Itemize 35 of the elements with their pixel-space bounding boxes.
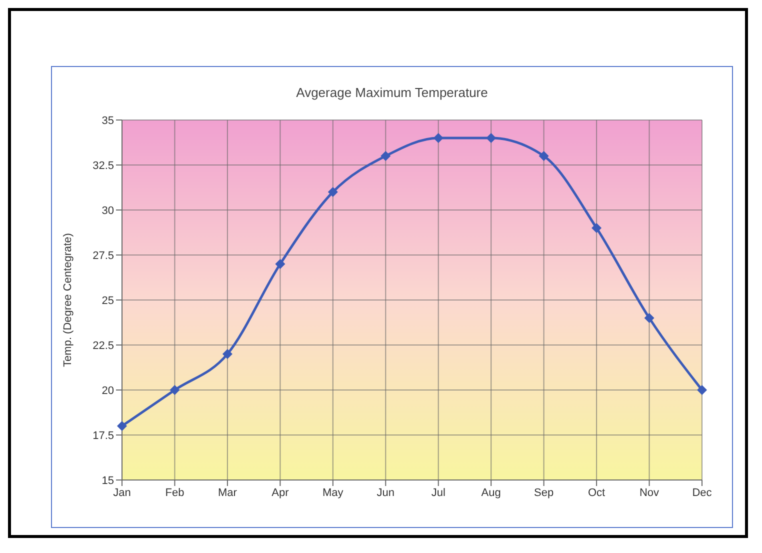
x-tick-label: Feb [165,486,184,499]
point [538,151,549,161]
x-tick-label: Mar [218,486,238,499]
x-tick-label: Jun [376,486,395,499]
x-tick-label: Apr [272,486,290,499]
y-tick-label: 22.5 [92,340,114,352]
y-tick-label: 20 [102,384,114,397]
point [592,223,602,233]
point [117,421,127,431]
chart-title: Avgerage Maximum Temperature [295,85,489,100]
point [275,259,286,269]
x-tick-label: Aug [481,486,501,499]
point [380,151,391,161]
x-tick-label: Oct [588,486,606,499]
point [170,385,180,395]
point [328,187,338,197]
point [697,385,707,395]
point [644,313,654,323]
x-tick-label: Dec [692,486,712,499]
x-tick-label: Nov [639,486,660,499]
y-tick-label: 25 [102,294,114,307]
x-tick-label: Jul [431,486,446,499]
y-tick-label: 27.5 [92,250,114,262]
x-tick-label: Jan [113,486,131,499]
point [433,133,444,143]
x-tick-label: Sep [534,486,554,499]
y-axis-title: Temp. (Degree Centegrate) [62,233,74,367]
y-tick-label: 30 [102,204,114,217]
y-tick-label: 17.5 [92,430,114,442]
y-tick-label: 35 [102,114,114,127]
y-tick-label: 15 [102,474,114,487]
point [222,349,232,359]
point [486,133,496,143]
y-tick-label: 32.5 [92,160,114,172]
x-tick-label: May [322,486,344,499]
